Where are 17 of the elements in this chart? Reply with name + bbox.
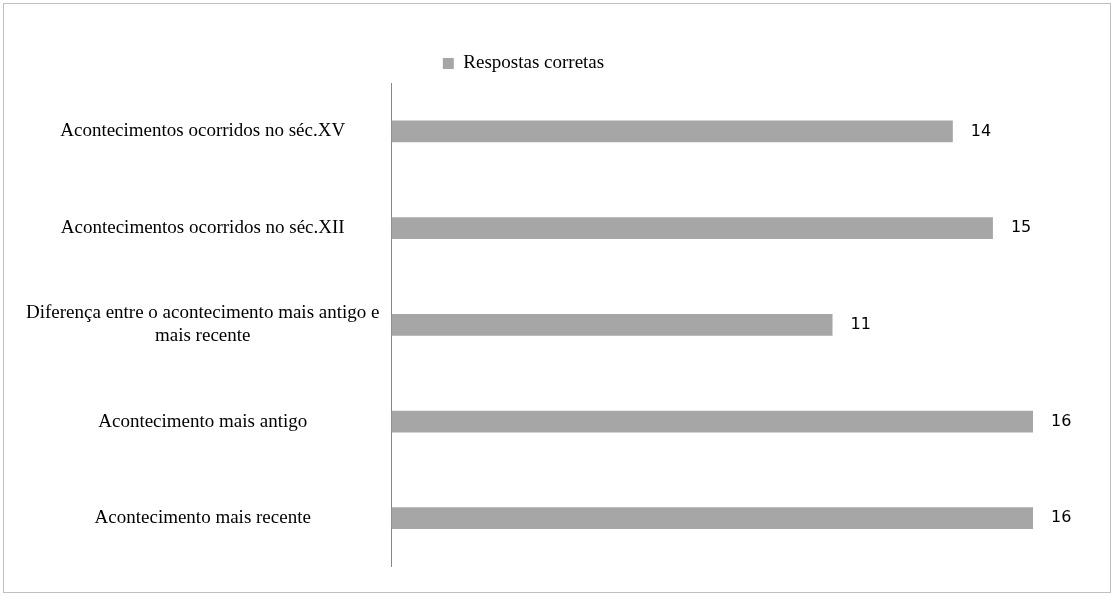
y-tick-label: Acontecimento mais antigo <box>98 409 308 431</box>
data-label: 14 <box>970 120 992 140</box>
bar <box>391 313 833 336</box>
y-tick-label: Acontecimentos ocorridos no séc.XV <box>60 119 346 141</box>
chart-frame: Respostas corretas Acontecimentos ocorridos no séc.XV Acontecimentos ocorridos no séc.XII Diferença entre o acontecimento mais antigo e mais recente Acontecimento mais antigo Acontecimento mais recente 14 15 11 16 16 <box>3 3 1111 593</box>
data-label: 16 <box>1051 507 1072 527</box>
data-label: 11 <box>850 313 871 333</box>
y-tick-label: Acontecimentos ocorridos no séc.XII <box>60 216 345 238</box>
bar <box>391 120 953 143</box>
y-tick-label: Acontecimento mais recente <box>94 506 311 528</box>
y-tick-label: Diferença entre o acontecimento mais antigo e mais recente <box>26 301 380 346</box>
data-label: 15 <box>1010 217 1032 237</box>
legend-label: Respostas corretas <box>463 51 605 73</box>
bar <box>391 217 993 239</box>
bar <box>391 507 1033 530</box>
data-label: 16 <box>1051 410 1072 430</box>
bar <box>391 410 1033 433</box>
